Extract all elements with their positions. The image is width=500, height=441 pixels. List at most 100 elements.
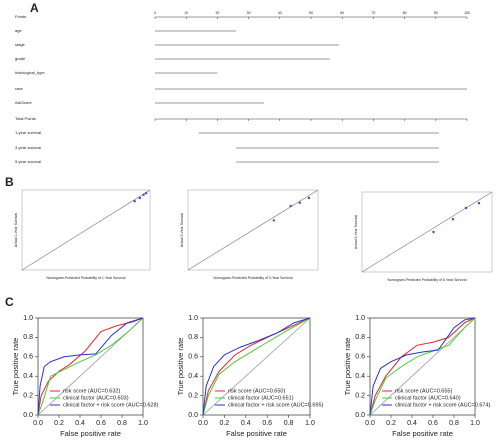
y-tick-label: 0.2 <box>188 392 198 399</box>
y-tick-label: 0.6 <box>23 354 33 361</box>
calibration-point <box>144 192 148 195</box>
x-axis-label: False positive rate <box>60 429 121 438</box>
x-tick-label: 50 <box>309 11 313 15</box>
panel-label: B <box>5 175 14 189</box>
x-tick-label: 0.2 <box>54 420 64 427</box>
legend-label: clinical factor + risk score (AUC=0.695) <box>228 402 324 408</box>
plot-frame <box>361 191 493 273</box>
roc-curve <box>369 317 476 416</box>
y-tick-label: 0.0 <box>23 412 33 419</box>
calibration-point <box>272 219 275 222</box>
plot-frame <box>202 317 311 416</box>
x-tick-label: 0.6 <box>96 420 106 427</box>
legend-label: clinical factor (AUC=0.651) <box>228 395 294 401</box>
y-tick-label: 0.0 <box>188 412 198 419</box>
calibration-point <box>298 201 301 204</box>
y-tick-label: 0.6 <box>188 354 198 361</box>
row-label: grade <box>15 56 26 61</box>
roc-curve <box>37 317 144 416</box>
x-axis-label: Nomogram-Predicted Probability of 3-Year… <box>213 276 292 280</box>
x-tick-label: 0.2 <box>386 420 396 427</box>
y-tick-label: 0.8 <box>23 334 33 341</box>
y-tick-label: 0.4 <box>355 373 365 380</box>
x-tick-label: 0.4 <box>241 420 251 427</box>
y-tick-label: 0.4 <box>188 373 198 380</box>
legend-label: clinical factor (AUC=0.603) <box>63 395 129 401</box>
x-tick-label: 0.6 <box>428 420 438 427</box>
row-label: riskScore <box>15 100 32 105</box>
y-tick-label: 1.0 <box>355 315 365 322</box>
x-tick-label: 20 <box>215 11 219 15</box>
plot-frame <box>187 189 319 271</box>
x-tick-label: 0 <box>154 11 156 15</box>
roc-curve <box>37 317 144 416</box>
panel-label: C <box>5 295 14 309</box>
legend-label: clinical factor (AUC=0.640) <box>395 395 461 401</box>
roc-curve <box>37 317 144 416</box>
y-axis-label: Actual 1-Year Survival <box>14 213 18 248</box>
roc-curve <box>202 317 311 416</box>
roc-curve <box>202 317 311 416</box>
legend-label: clinical factor + risk score (AUC=0.674) <box>395 402 491 408</box>
row-label: age <box>15 28 22 33</box>
roc-curve <box>369 317 476 416</box>
y-tick-label: 0.8 <box>188 334 198 341</box>
plot-frame <box>21 189 151 271</box>
calibration-point <box>464 206 468 210</box>
calibration-point <box>432 230 435 234</box>
y-tick-label: 0.2 <box>23 392 33 399</box>
reference-line <box>187 189 319 271</box>
reference-line <box>21 189 151 271</box>
legend-label: risk score (AUC=0.655) <box>395 388 452 394</box>
x-tick-label: 0.4 <box>407 420 417 427</box>
row-label: 3-year survival <box>15 145 41 150</box>
plot-frame <box>369 317 476 416</box>
calibration-point <box>133 200 136 203</box>
x-tick-label: 0.8 <box>117 420 127 427</box>
legend-label: clinical factor + risk score (AUC=0.628) <box>63 402 159 408</box>
calibration-point <box>142 193 145 196</box>
reference-line <box>369 317 476 416</box>
y-axis-label: Actual 5-Year Survival <box>354 215 358 250</box>
calibration-point <box>477 202 481 205</box>
x-tick-label: 90 <box>434 11 438 15</box>
y-tick-label: 0.8 <box>355 334 365 341</box>
x-axis-label: Nomogram-Predicted Probability of 1-Year… <box>46 276 125 280</box>
y-axis-label: True positive rate <box>343 338 352 396</box>
x-tick-label: 0.8 <box>449 420 459 427</box>
y-tick-label: 1.0 <box>188 315 198 322</box>
x-tick-label: 100 <box>464 11 470 15</box>
row-label: race <box>15 86 24 91</box>
x-tick-label: 1.0 <box>138 420 148 427</box>
x-axis-label: Nomogram-Predicted Probability of 5-Year… <box>387 278 466 282</box>
legend-label: risk score (AUC=0.632) <box>63 388 120 394</box>
x-tick-label: 30 <box>247 11 251 15</box>
x-tick-label: 10 <box>184 11 188 15</box>
x-tick-label: 1.0 <box>470 420 480 427</box>
calibration-point <box>138 196 141 200</box>
x-tick-label: 60 <box>340 11 344 15</box>
x-axis-label: False positive rate <box>226 429 287 438</box>
x-tick-label: 40 <box>278 11 282 15</box>
plot-frame <box>37 317 144 416</box>
y-axis-label: True positive rate <box>176 338 185 396</box>
y-tick-label: 0.4 <box>23 373 33 380</box>
row-label: histological_type <box>15 70 45 75</box>
calibration-point <box>289 204 292 208</box>
y-tick-label: 1.0 <box>23 315 33 322</box>
reference-line <box>361 191 493 273</box>
x-tick-label: 0.0 <box>198 420 208 427</box>
y-axis-label: True positive rate <box>11 338 20 396</box>
row-label: 1-year survival <box>15 130 41 135</box>
x-tick-label: 0.6 <box>262 420 272 427</box>
reference-line <box>202 317 311 416</box>
x-tick-label: 0.2 <box>220 420 230 427</box>
row-label: 5-year survival <box>15 159 41 164</box>
roc-curve <box>369 317 476 416</box>
x-tick-label: 1.0 <box>305 420 315 427</box>
x-tick-label: 0.8 <box>284 420 294 427</box>
legend-label: risk score (AUC=0.650) <box>228 388 285 394</box>
x-tick-label: 80 <box>403 11 407 15</box>
panel-label: A <box>30 1 39 15</box>
